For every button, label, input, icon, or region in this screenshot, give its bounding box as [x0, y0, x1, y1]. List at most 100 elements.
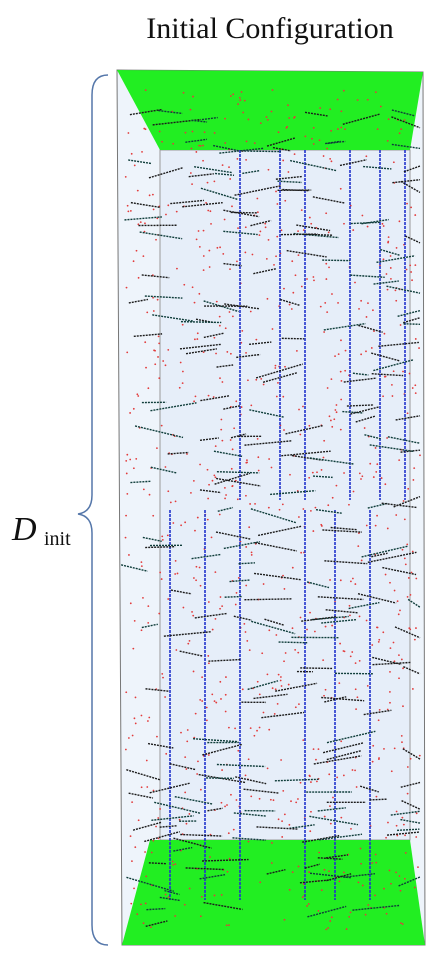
particle [141, 715, 143, 717]
particle [306, 629, 308, 631]
particle [403, 824, 405, 826]
particle [194, 530, 196, 532]
particle [145, 367, 147, 369]
particle [211, 693, 213, 695]
particle [135, 458, 137, 460]
particle [180, 362, 182, 364]
particle [248, 758, 250, 760]
particle [174, 863, 176, 865]
particle [298, 703, 300, 705]
particle [375, 471, 377, 473]
particle [399, 132, 401, 134]
particle [244, 100, 246, 102]
particle [272, 89, 274, 91]
particle [271, 842, 273, 844]
particle [279, 509, 281, 511]
particle [294, 649, 296, 651]
particle [162, 677, 164, 679]
particle [195, 579, 197, 581]
particle [219, 514, 221, 516]
particle [152, 194, 154, 196]
figure-title: Initial Configuration [146, 12, 393, 45]
particle [329, 805, 331, 807]
particle [332, 497, 334, 499]
particle [330, 823, 332, 825]
particle [267, 767, 269, 769]
particle [383, 258, 385, 260]
particle [128, 132, 130, 134]
particle [229, 178, 231, 180]
particle [213, 337, 215, 339]
particle [390, 267, 392, 269]
particle [251, 554, 253, 556]
particle [412, 688, 414, 690]
particle [325, 263, 327, 265]
particle [282, 575, 284, 577]
particle [268, 169, 270, 171]
particle [226, 804, 228, 806]
particle [184, 904, 186, 906]
particle [268, 239, 270, 241]
particle [326, 311, 328, 313]
particle [355, 688, 357, 690]
particle [228, 727, 230, 729]
particle [407, 766, 409, 768]
particle [237, 158, 239, 160]
particle [154, 363, 156, 365]
particle [371, 347, 373, 349]
particle [140, 903, 142, 905]
particle [366, 525, 368, 527]
particle [203, 269, 205, 271]
particle [324, 302, 326, 304]
particle [196, 566, 198, 568]
particle [245, 631, 247, 633]
particle [288, 171, 290, 173]
particle [224, 118, 226, 120]
particle [257, 211, 259, 213]
dimension-subscript: init [44, 528, 71, 550]
particle [133, 467, 135, 469]
particle [313, 279, 315, 281]
particle [378, 639, 380, 641]
particle [278, 818, 280, 820]
particle [340, 740, 342, 742]
particle [248, 841, 250, 843]
particle [222, 253, 224, 255]
particle [167, 490, 169, 492]
particle [387, 822, 389, 824]
particle [201, 676, 203, 678]
particle [387, 241, 389, 243]
particle [349, 614, 351, 616]
particle [136, 250, 138, 252]
particle [236, 799, 238, 801]
particle [361, 215, 363, 217]
particle [185, 132, 187, 134]
particle [237, 103, 239, 105]
particle [202, 145, 204, 147]
box-back-face [160, 150, 410, 840]
particle [401, 741, 403, 743]
particle [191, 183, 193, 185]
particle [345, 350, 347, 352]
particle [134, 846, 136, 848]
particle [182, 371, 184, 373]
particle [225, 694, 227, 696]
particle [258, 470, 260, 472]
particle [340, 579, 342, 581]
particle [331, 293, 333, 295]
particle [389, 582, 391, 584]
particle [289, 889, 291, 891]
particle [143, 922, 145, 924]
particle [145, 875, 147, 877]
particle [231, 485, 233, 487]
particle [267, 119, 269, 121]
particle [211, 537, 213, 539]
particle [206, 707, 208, 709]
particle [177, 573, 179, 575]
particle [284, 813, 286, 815]
particle [333, 418, 335, 420]
particle [233, 829, 235, 831]
particle [338, 880, 340, 882]
particle [157, 299, 159, 301]
particle [155, 826, 157, 828]
